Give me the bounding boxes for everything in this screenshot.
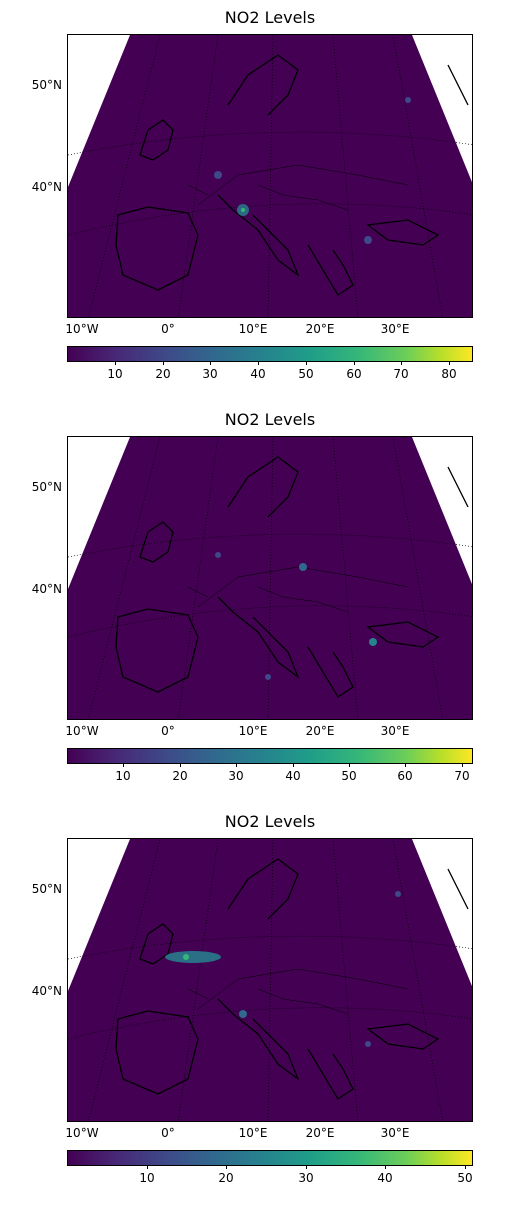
lon-label-10w: 10°W <box>65 322 99 336</box>
map-title: NO2 Levels <box>224 812 316 831</box>
colorbar-tick-label: 20 <box>172 769 188 783</box>
borders <box>187 968 409 1015</box>
colorbar-tick <box>354 361 355 365</box>
lon-label-20e: 20°E <box>305 1126 335 1140</box>
colorbar-tick-label: 20 <box>218 1171 234 1185</box>
colorbar-tick <box>385 1165 386 1169</box>
lon-label-0: 0° <box>161 724 175 738</box>
graticule <box>68 35 472 317</box>
colorbar-tick-label: 50 <box>457 1171 473 1185</box>
lon-label-30e: 30°E <box>380 724 410 738</box>
colorbar-tick-label: 40 <box>250 367 266 381</box>
map-svg <box>68 839 472 1121</box>
graticule <box>68 839 472 1121</box>
no2-hotspots <box>215 552 377 680</box>
graticule <box>68 437 472 719</box>
colorbar-tick-label: 70 <box>454 769 470 783</box>
lon-label-30e: 30°E <box>380 322 410 336</box>
lon-label-20e: 20°E <box>305 724 335 738</box>
map-area <box>67 34 473 318</box>
lon-label-10e: 10°E <box>238 322 268 336</box>
colorbar-tick-label: 50 <box>298 367 314 381</box>
map-title: NO2 Levels <box>224 410 316 429</box>
colorbar-tick-label: 20 <box>155 367 171 381</box>
lat-label-40n: 40°N <box>31 984 62 998</box>
lon-label-0: 0° <box>161 1126 175 1140</box>
colorbar-tick <box>293 763 294 767</box>
coastlines <box>115 858 469 1100</box>
colorbar-tick-label: 30 <box>298 1171 314 1185</box>
lon-label-20e: 20°E <box>305 322 335 336</box>
data-region <box>68 839 472 1121</box>
colorbar-tick-label: 10 <box>107 367 123 381</box>
lat-label-40n: 40°N <box>31 180 62 194</box>
lat-label-50n: 50°N <box>31 480 62 494</box>
no2-hotspots <box>165 891 401 1047</box>
map-panel-2: NO2 Levels <box>0 402 522 804</box>
colorbar <box>67 748 473 764</box>
colorbar-tick <box>349 763 350 767</box>
colorbar <box>67 346 473 362</box>
colorbar-tick-label: 10 <box>115 769 131 783</box>
colorbar-tick <box>306 1165 307 1169</box>
colorbar-tick-label: 40 <box>285 769 301 783</box>
lat-label-40n: 40°N <box>31 582 62 596</box>
colorbar <box>67 1150 473 1166</box>
borders <box>187 566 409 613</box>
map-panel-3: NO2 Levels <box>0 804 522 1206</box>
colorbar-tick <box>210 361 211 365</box>
data-region <box>68 437 472 719</box>
colorbar-tick <box>226 1165 227 1169</box>
map-area <box>67 838 473 1122</box>
colorbar-tick <box>449 361 450 365</box>
colorbar-tick-label: 30 <box>228 769 244 783</box>
colorbar-tick <box>115 361 116 365</box>
lon-label-10e: 10°E <box>238 724 268 738</box>
colorbar-tick <box>405 763 406 767</box>
map-area <box>67 436 473 720</box>
colorbar-tick <box>236 763 237 767</box>
no2-hotspots <box>214 97 411 244</box>
colorbar-tick <box>123 763 124 767</box>
colorbar-tick-label: 50 <box>341 769 357 783</box>
map-svg <box>68 437 472 719</box>
colorbar-tick <box>258 361 259 365</box>
colorbar-tick-label: 40 <box>377 1171 393 1185</box>
lat-label-50n: 50°N <box>31 78 62 92</box>
colorbar-tick <box>401 361 402 365</box>
lon-label-0: 0° <box>161 322 175 336</box>
colorbar-tick-label: 60 <box>346 367 362 381</box>
data-region <box>68 35 472 317</box>
colorbar-tick <box>306 361 307 365</box>
lon-label-30e: 30°E <box>380 1126 410 1140</box>
colorbar-tick-label: 10 <box>139 1171 155 1185</box>
lon-label-10w: 10°W <box>65 724 99 738</box>
map-panel-1: NO2 Levels <box>0 0 522 402</box>
borders <box>187 164 409 211</box>
colorbar-tick-label: 60 <box>397 769 413 783</box>
map-svg <box>68 35 472 317</box>
colorbar-tick <box>163 361 164 365</box>
colorbar-tick <box>465 1165 466 1169</box>
colorbar-tick <box>462 763 463 767</box>
colorbar-tick-label: 80 <box>441 367 457 381</box>
coastlines <box>115 54 469 296</box>
colorbar-tick-label: 70 <box>393 367 409 381</box>
map-title: NO2 Levels <box>224 8 316 27</box>
lon-label-10w: 10°W <box>65 1126 99 1140</box>
colorbar-tick <box>147 1165 148 1169</box>
lat-label-50n: 50°N <box>31 882 62 896</box>
colorbar-tick-label: 30 <box>202 367 218 381</box>
colorbar-tick <box>180 763 181 767</box>
lon-label-10e: 10°E <box>238 1126 268 1140</box>
coastlines <box>115 456 469 698</box>
